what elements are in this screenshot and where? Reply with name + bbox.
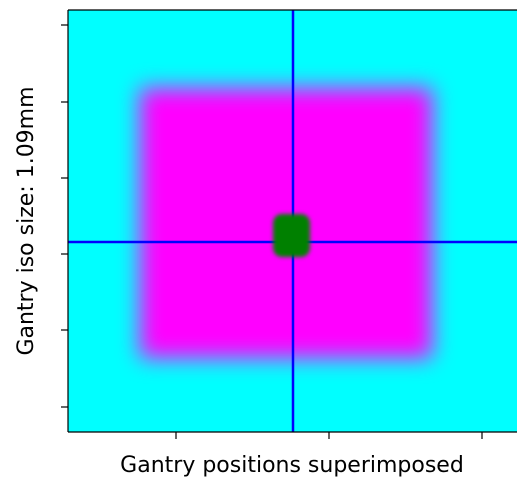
x-axis-label: Gantry positions superimposed	[120, 453, 464, 478]
y-axis-label: Gantry iso size: 1.09mm	[14, 86, 39, 355]
plot-area	[68, 10, 517, 432]
iso-spot	[273, 214, 310, 257]
chart: Gantry positions superimposed Gantry iso…	[0, 0, 517, 485]
